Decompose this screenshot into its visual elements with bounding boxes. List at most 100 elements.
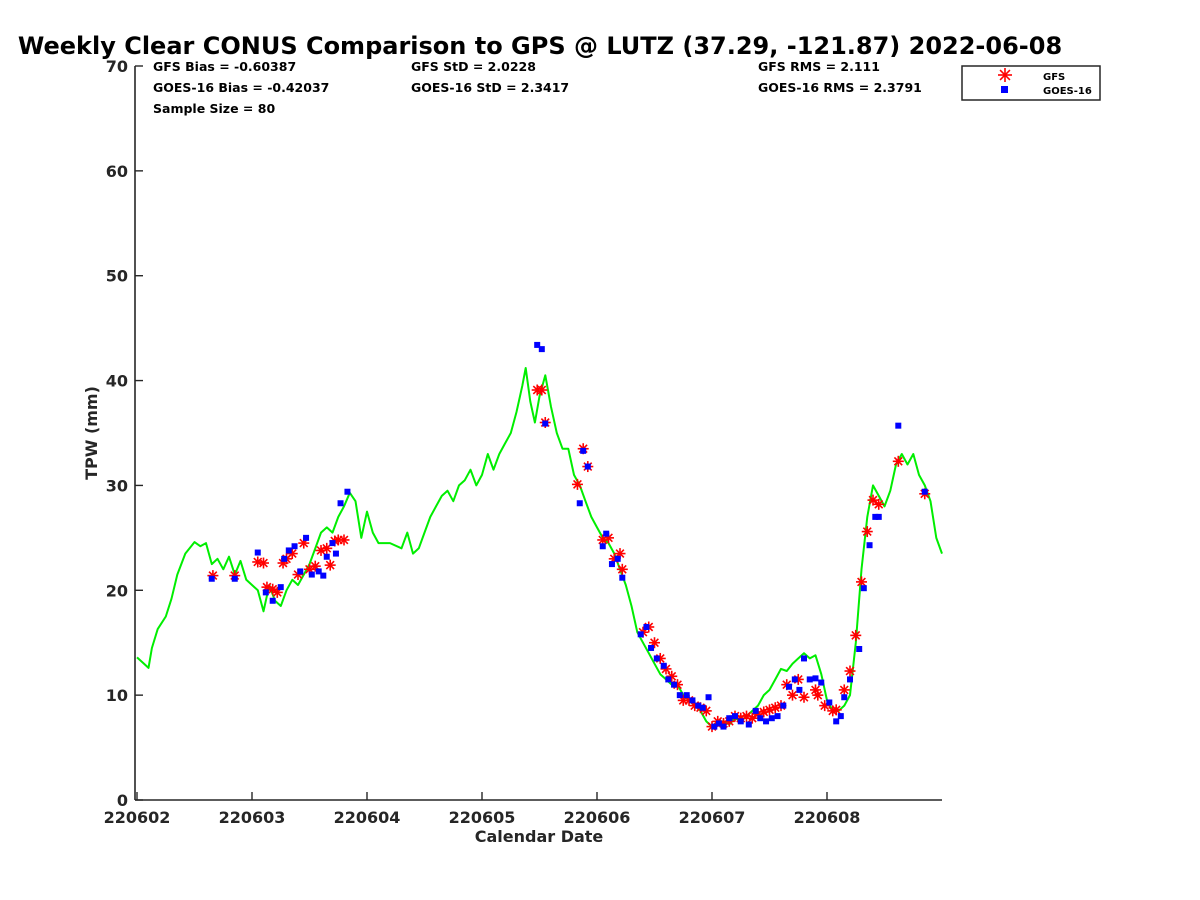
- goes16-point: [599, 543, 606, 550]
- goes16-point: [538, 346, 545, 353]
- goes16-point: [826, 699, 833, 706]
- gfs-std-stat: GFS StD = 2.0228: [411, 59, 536, 74]
- chart-title: Weekly Clear CONUS Comparison to GPS @ L…: [18, 32, 1062, 60]
- y-tick-label: 50: [106, 267, 128, 286]
- x-tick-label: 220607: [679, 808, 746, 827]
- x-tick-label: 220608: [794, 808, 861, 827]
- gfs-point: [338, 534, 350, 546]
- goes16-point: [643, 623, 650, 630]
- gfs-point: [271, 586, 283, 598]
- goes16-point: [715, 720, 722, 727]
- goes16-point: [847, 676, 853, 683]
- goes16-point: [308, 571, 315, 578]
- goes16-point: [269, 597, 276, 604]
- legend: GFS GOES-16: [961, 65, 1101, 101]
- goes16-point: [584, 463, 591, 470]
- x-tick-label: 220606: [564, 808, 631, 827]
- goes16-point: [768, 715, 775, 722]
- goes16-point: [699, 704, 706, 711]
- goes16-point: [683, 692, 690, 699]
- legend-gfs-label: GFS: [1043, 72, 1065, 83]
- goes16-point: [344, 488, 351, 495]
- goes-bias-stat: GOES-16 Bias = -0.42037: [153, 80, 329, 95]
- sample-size-stat: Sample Size = 80: [153, 101, 275, 116]
- goes16-point: [580, 447, 587, 454]
- y-tick-label: 60: [106, 162, 128, 181]
- gfs-point: [861, 526, 873, 538]
- goes16-point: [689, 697, 696, 704]
- y-tick-label: 10: [106, 686, 128, 705]
- goes16-point: [608, 561, 615, 568]
- goes16-point: [780, 702, 787, 709]
- goes16-point: [576, 500, 583, 507]
- gfs-bias-stat: GFS Bias = -0.60387: [153, 59, 296, 74]
- goes16-point: [841, 694, 848, 701]
- goes16-point: [262, 589, 269, 596]
- goes16-point: [895, 422, 902, 429]
- gfs-point: [838, 684, 850, 696]
- gfs-point: [536, 384, 548, 396]
- gfs-point: [867, 494, 879, 506]
- goes16-point: [720, 723, 727, 730]
- goes16-point: [619, 574, 626, 581]
- goes16-point: [801, 655, 807, 662]
- gfs-point: [649, 637, 660, 649]
- legend-gfs-marker: [998, 68, 1012, 82]
- goes16-point: [332, 550, 339, 557]
- goes16-point: [705, 694, 712, 701]
- goes16-point: [603, 530, 610, 537]
- gfs-point: [856, 576, 867, 588]
- goes16-point: [337, 500, 344, 507]
- goes16-point: [676, 692, 683, 699]
- goes16-point: [921, 488, 928, 495]
- goes16-point: [791, 676, 798, 683]
- gfs-point: [787, 689, 798, 701]
- goes-rms-stat: GOES-16 RMS = 2.3791: [758, 80, 922, 95]
- gfs-rms-stat: GFS RMS = 2.111: [758, 59, 880, 74]
- plot-area: [136, 341, 943, 733]
- goes16-point: [285, 547, 292, 554]
- goes16-point: [534, 341, 541, 348]
- gfs-point: [873, 498, 885, 510]
- goes16-point: [737, 718, 744, 725]
- gfs-point: [830, 704, 842, 716]
- goes16-point: [763, 718, 770, 725]
- goes16-point: [277, 584, 284, 591]
- goes16-point: [297, 568, 304, 575]
- goes16-point: [796, 686, 803, 693]
- x-axis-label: Calendar Date: [475, 827, 604, 846]
- goes16-point: [315, 568, 322, 575]
- y-tick-label: 0: [117, 791, 128, 810]
- goes16-point: [757, 715, 764, 722]
- goes16-point: [866, 542, 873, 549]
- goes16-point: [542, 420, 549, 427]
- goes16-point: [329, 540, 336, 547]
- gfs-point: [812, 689, 824, 701]
- goes16-point: [254, 549, 261, 556]
- goes16-point: [856, 646, 863, 653]
- goes16-point: [281, 555, 288, 562]
- gps-series-line: [136, 367, 943, 728]
- gfs-point: [258, 557, 269, 569]
- legend-gfs-asterisk: [998, 68, 1012, 82]
- goes16-point: [726, 715, 733, 722]
- gfs-point: [844, 665, 856, 677]
- gfs-point: [321, 542, 333, 554]
- goes-std-stat: GOES-16 StD = 2.3417: [411, 80, 569, 95]
- goes16-point: [653, 655, 660, 662]
- legend-box: [961, 65, 1101, 101]
- gfs-point: [571, 478, 583, 490]
- goes16-point: [860, 585, 867, 592]
- goes16-point: [660, 662, 667, 669]
- goes16-point: [695, 702, 702, 709]
- y-tick-label: 30: [106, 476, 128, 495]
- goes16-point: [745, 721, 752, 728]
- goes16-point: [774, 713, 781, 720]
- goes16-point: [818, 679, 825, 686]
- x-tick-label: 220604: [334, 808, 401, 827]
- gfs-point: [746, 712, 758, 724]
- legend-goes-marker: [1001, 86, 1008, 93]
- goes16-point: [231, 575, 238, 582]
- goes16-point: [614, 555, 621, 562]
